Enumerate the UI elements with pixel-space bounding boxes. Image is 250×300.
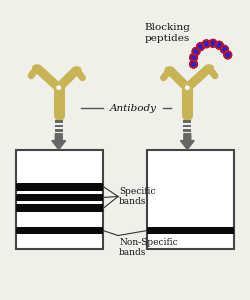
FancyArrow shape	[180, 134, 194, 149]
Bar	[147, 150, 234, 249]
Circle shape	[190, 54, 197, 61]
Bar	[55, 120, 63, 123]
Bar	[183, 129, 191, 132]
Text: Non-Specific
bands: Non-Specific bands	[119, 238, 178, 257]
Circle shape	[221, 46, 228, 53]
Bar	[16, 204, 103, 212]
Bar	[16, 227, 103, 234]
Bar	[147, 227, 234, 234]
Bar	[183, 120, 191, 123]
Circle shape	[55, 84, 62, 91]
Circle shape	[190, 60, 197, 68]
Bar	[16, 194, 103, 201]
Bar	[16, 183, 103, 190]
Circle shape	[209, 40, 217, 47]
Circle shape	[203, 40, 210, 48]
Bar	[16, 150, 103, 249]
Circle shape	[197, 43, 204, 50]
Circle shape	[184, 84, 191, 91]
Text: Specific
bands: Specific bands	[119, 187, 156, 206]
Circle shape	[192, 48, 200, 55]
Bar	[55, 125, 63, 127]
FancyArrow shape	[52, 134, 66, 149]
Bar	[183, 125, 191, 127]
Circle shape	[216, 41, 223, 49]
Bar	[55, 129, 63, 132]
Circle shape	[224, 51, 232, 59]
Text: Blocking
peptides: Blocking peptides	[144, 23, 190, 43]
Text: Antibody: Antibody	[110, 104, 156, 113]
